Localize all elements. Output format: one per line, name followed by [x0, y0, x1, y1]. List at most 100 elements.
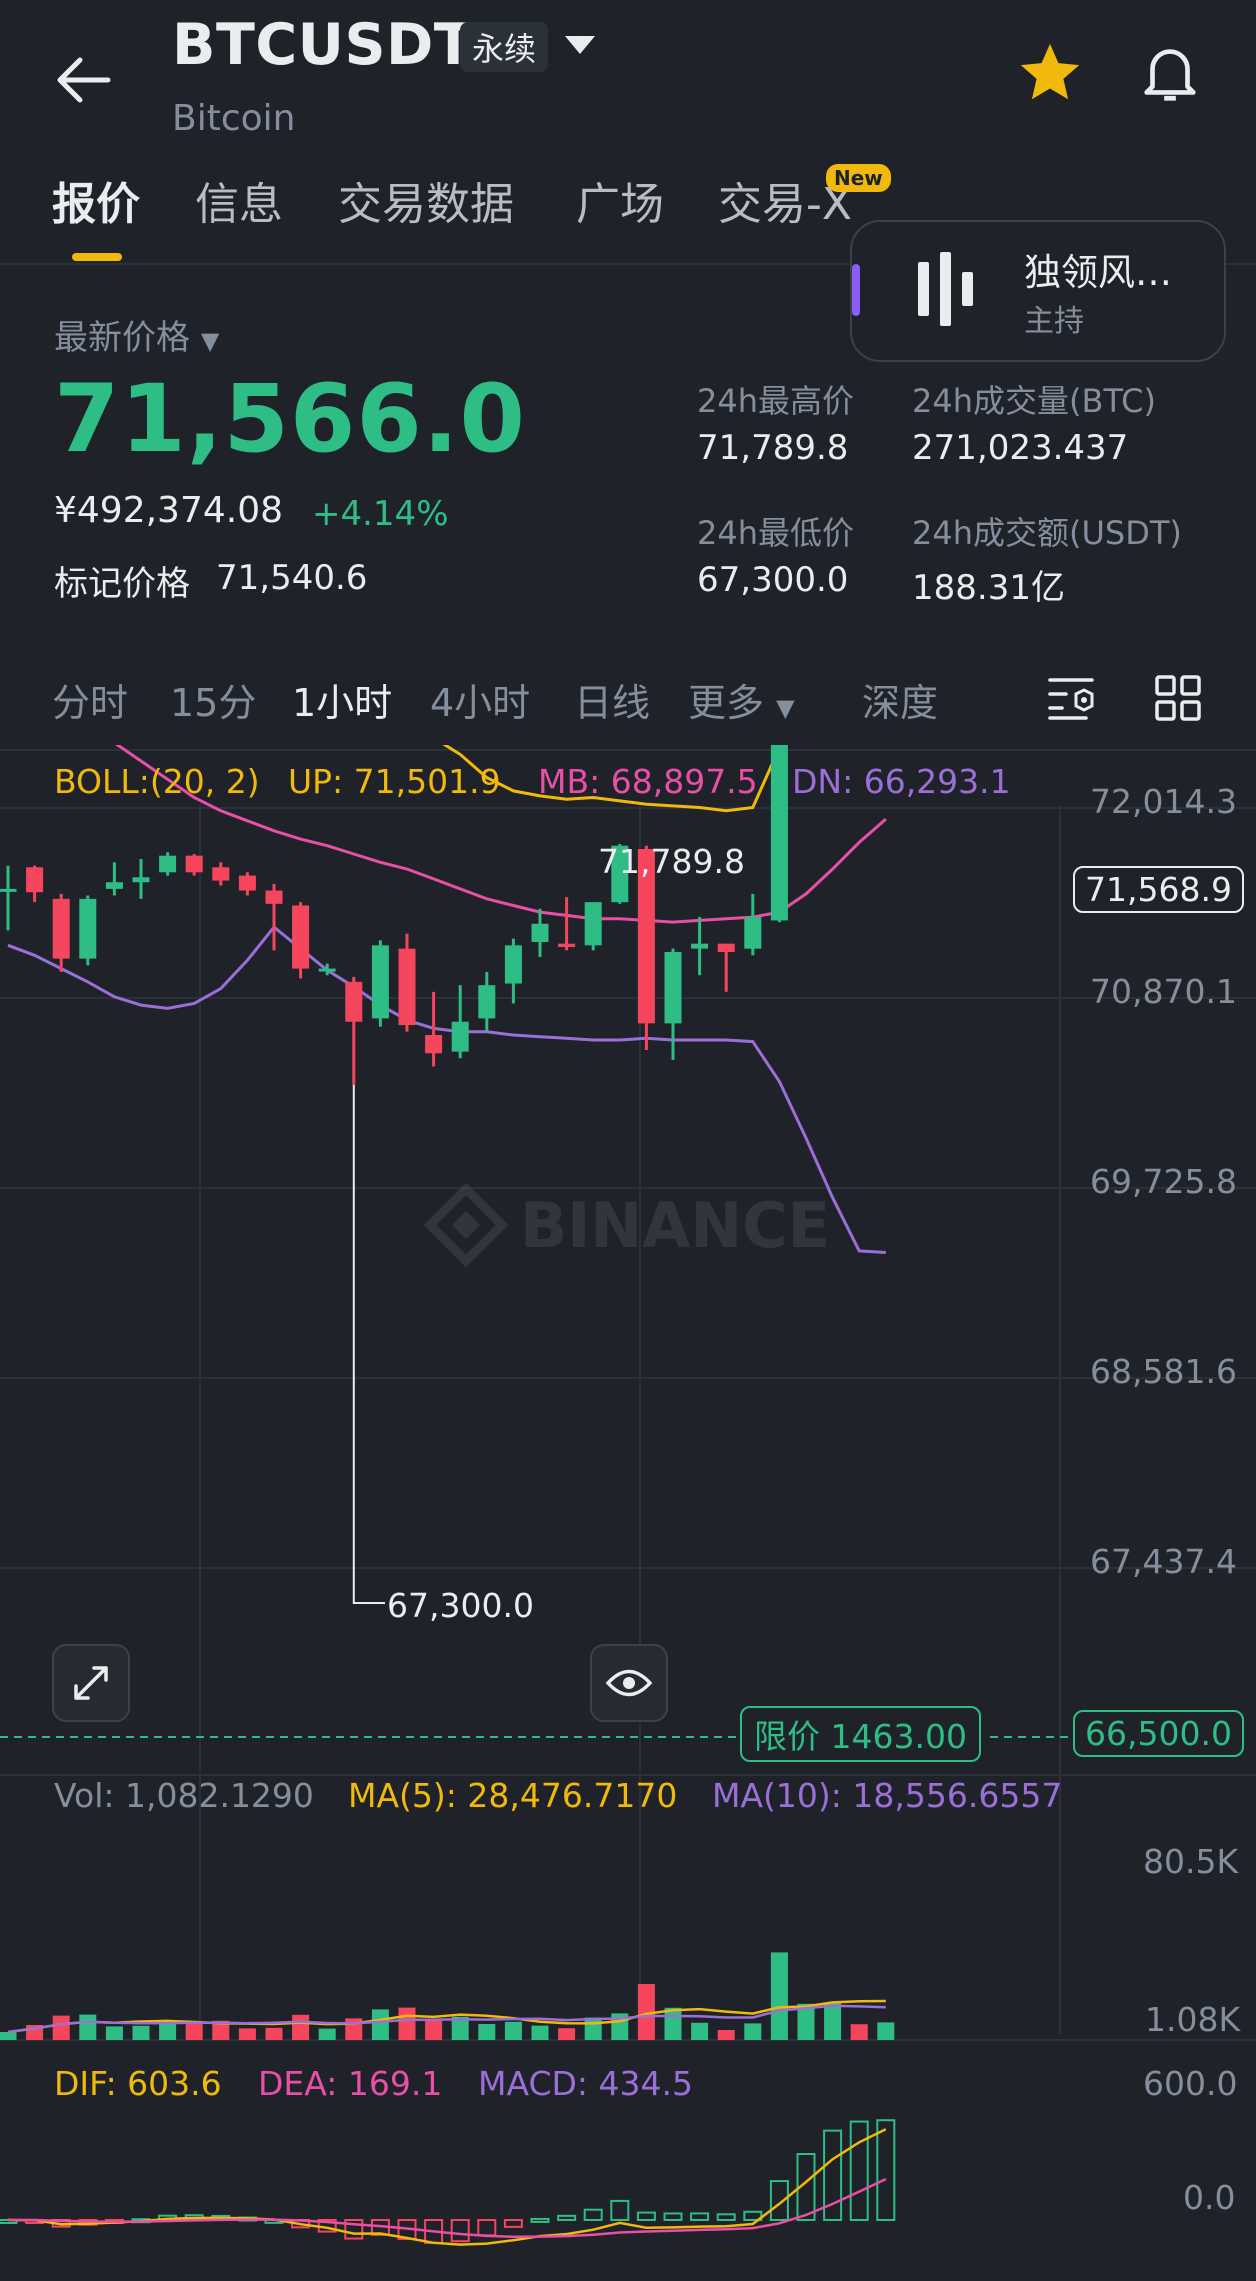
interval-more[interactable]: 更多 ▼ — [688, 681, 795, 725]
price-change-percent: +4.14% — [312, 494, 449, 534]
tabs-divider — [0, 263, 1256, 265]
candle-body — [132, 877, 150, 883]
tab-square[interactable]: 广场 — [576, 179, 664, 230]
symbol-dropdown-icon[interactable] — [563, 34, 597, 56]
candle-body — [611, 845, 629, 903]
volume-bar — [425, 2020, 443, 2040]
tab-info[interactable]: 信息 — [195, 179, 283, 230]
volume-bar — [584, 2017, 602, 2040]
volume-bar — [238, 2028, 256, 2040]
volume-usdt-value: 188.31亿 — [912, 568, 1065, 608]
interval-15m[interactable]: 15分 — [170, 681, 257, 725]
live-title: 独领风… — [1024, 251, 1172, 294]
boll-dn-value: DN: 66,293.1 — [792, 762, 1011, 801]
candle-body — [717, 943, 735, 952]
candle-body — [398, 948, 416, 1026]
live-accent-bar — [852, 264, 860, 316]
volume-bar — [0, 2032, 17, 2040]
candle-body — [558, 943, 576, 947]
macd-bar — [530, 2217, 550, 2223]
macd-bar — [557, 2214, 577, 2221]
latest-price-label[interactable]: 最新价格 ▼ — [54, 318, 220, 358]
volume-bar — [371, 2009, 389, 2040]
macd-bar — [876, 2119, 896, 2222]
low-annotation: 67,300.0 — [387, 1586, 534, 1625]
volume-bar — [850, 2024, 868, 2040]
volume-value: Vol: 1,082.1290 — [54, 1776, 314, 1815]
macd-bar — [849, 2120, 869, 2222]
volume-bar — [877, 2022, 895, 2040]
candle-body — [318, 968, 336, 972]
price-axis-label: 68,581.6 — [1090, 1352, 1237, 1391]
volume-axis-label: 80.5K — [1143, 1842, 1239, 1881]
candle-body — [637, 849, 655, 1024]
candle-body — [664, 951, 682, 1024]
tab-trading-data[interactable]: 交易数据 — [338, 179, 514, 230]
boll-params: BOLL:(20, 2) — [54, 762, 260, 801]
candle-body — [159, 855, 177, 873]
limit-order-tag[interactable]: 限价 1463.00 — [740, 1706, 981, 1762]
candle-body — [584, 902, 602, 946]
candle-body — [770, 745, 788, 921]
candle-body — [212, 867, 230, 881]
grid-layout-icon[interactable] — [1154, 674, 1202, 722]
depth-tab[interactable]: 深度 — [862, 681, 939, 725]
current-price-tag: 71,568.9 — [1073, 866, 1244, 913]
chevron-down-icon: ▼ — [200, 327, 220, 355]
volume-bar — [52, 2015, 70, 2040]
volume-bar — [132, 2025, 150, 2040]
volume-bar — [504, 2021, 522, 2040]
macd-bar — [636, 2211, 656, 2222]
price-axis-label: 67,437.4 — [1090, 1542, 1237, 1581]
interval-4h[interactable]: 4小时 — [430, 681, 531, 725]
low-24h-value: 67,300.0 — [697, 560, 849, 600]
candle-body — [478, 985, 496, 1019]
interval-timeline[interactable]: 分时 — [52, 681, 129, 725]
favorite-star-icon[interactable] — [1015, 38, 1085, 108]
volume-bar — [265, 2027, 283, 2040]
volume-bar — [637, 1984, 655, 2040]
volume-ma10-value: MA(10): 18,556.6557 — [712, 1776, 1063, 1815]
live-stream-widget[interactable]: 独领风… 主持 — [850, 220, 1226, 362]
price-cny: ¥492,374.08 — [54, 490, 284, 531]
volume-usdt-label: 24h成交额(USDT) — [912, 514, 1182, 552]
price-axis-label: 70,870.1 — [1090, 972, 1237, 1011]
interval-daily[interactable]: 日线 — [574, 681, 651, 725]
macd-panel — [0, 2119, 896, 2246]
visibility-toggle-button[interactable] — [590, 1644, 668, 1722]
indicator-settings-icon[interactable] — [1046, 672, 1096, 722]
back-arrow-icon[interactable] — [50, 45, 120, 115]
macd-bar — [663, 2212, 683, 2221]
bell-icon[interactable] — [1135, 36, 1205, 108]
mark-price-value: 71,540.6 — [216, 558, 368, 598]
kline-chart[interactable]: BINANCE — [0, 745, 1256, 2281]
candle-body — [691, 943, 709, 949]
macd-bar — [690, 2212, 710, 2222]
binance-watermark: BINANCE — [423, 1182, 830, 1268]
volume-bar — [212, 2020, 230, 2040]
low-leader-line — [352, 1084, 385, 1604]
candle-body — [451, 1021, 469, 1052]
interval-1h[interactable]: 1小时 — [292, 681, 393, 725]
volume-bar — [185, 2021, 203, 2040]
candle-body — [0, 888, 17, 892]
live-host-label: 主持 — [1024, 304, 1084, 339]
eye-icon — [605, 1669, 653, 1697]
volume-bar — [558, 2028, 576, 2040]
candle-body — [265, 890, 283, 904]
audio-wave-icon — [918, 252, 973, 326]
volume-bar — [824, 2002, 842, 2040]
high-24h-value: 71,789.8 — [697, 428, 849, 468]
active-tab-indicator — [72, 253, 122, 261]
fullscreen-button[interactable] — [52, 1644, 130, 1722]
boll-bands — [7, 745, 887, 1254]
candles — [0, 745, 788, 1085]
candle-body — [105, 882, 123, 889]
macd-dea-value: DEA: 169.1 — [258, 2064, 443, 2103]
tab-quote[interactable]: 报价 — [52, 179, 140, 230]
symbol-title[interactable]: BTCUSDT — [172, 12, 474, 78]
macd-bar — [344, 2219, 364, 2240]
boll-up-line — [442, 745, 782, 813]
mark-price-label: 标记价格 — [54, 564, 190, 604]
symbol-subtitle: Bitcoin — [172, 98, 296, 139]
